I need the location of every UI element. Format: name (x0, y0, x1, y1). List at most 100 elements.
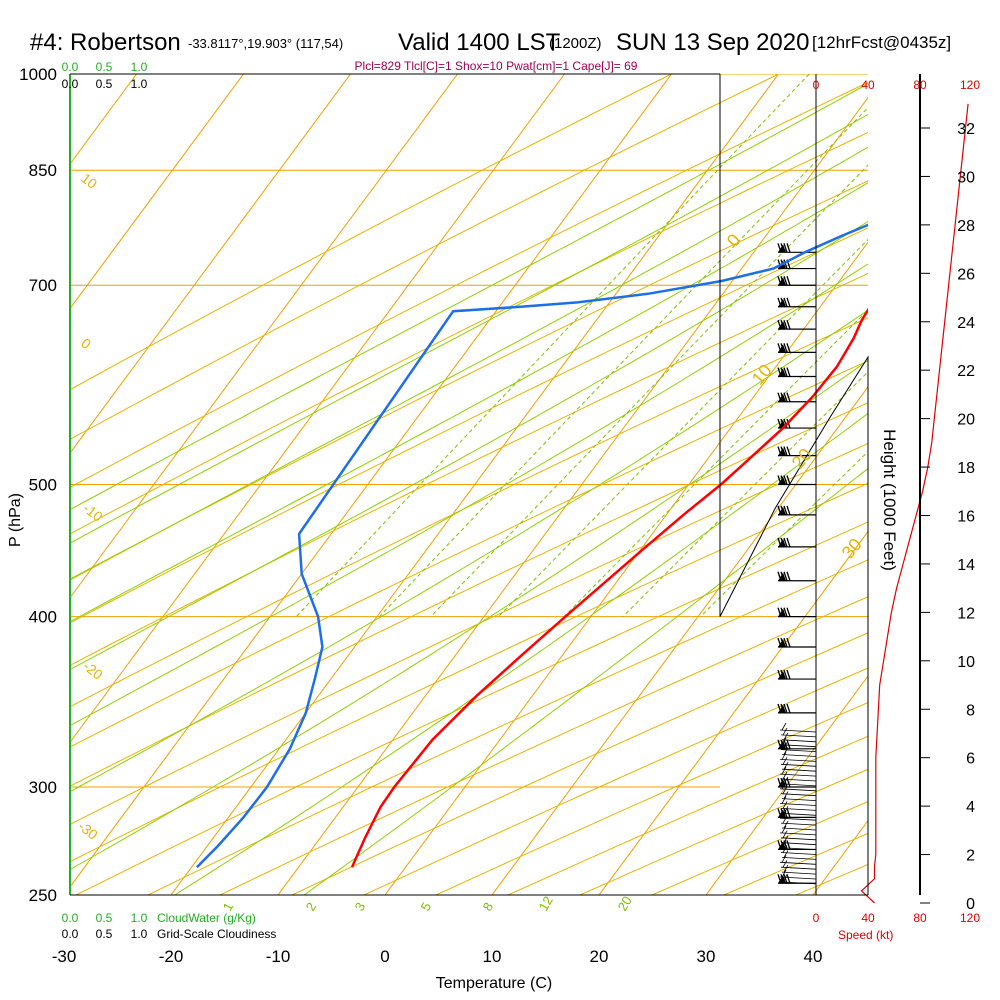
wind-barb (777, 607, 816, 618)
height-tick-label: 14 (957, 557, 975, 574)
barb-pennant (778, 244, 786, 253)
temperature-tick-label: 10 (483, 947, 502, 966)
dry-adiabat-line (218, 596, 868, 895)
barb-feather (783, 808, 788, 818)
mixing-ratio-label: 5 (418, 900, 435, 914)
temperature-tick-label: -20 (159, 947, 184, 966)
height-tick-label: 0 (966, 896, 975, 913)
cloudiness-label: Grid-Scale Cloudiness (157, 927, 276, 941)
low-level-barb-feather (783, 791, 789, 799)
pressure-tick-label: 1000 (19, 65, 57, 84)
dry-adiabat-line (722, 832, 868, 895)
barb-feather (783, 739, 788, 750)
barb-pennant (778, 393, 786, 402)
height-tick-label: 16 (957, 509, 975, 526)
dry-adiabat-line (146, 559, 868, 895)
mixing-ratio-label: 2 (303, 900, 320, 914)
forecast-info: [12hrFcst@0435z] (812, 33, 951, 52)
wind-barb (777, 243, 816, 253)
barb-feather (786, 243, 791, 253)
mixing-ratio-label: 20 (615, 893, 635, 913)
barb-pennant (778, 447, 786, 456)
barb-feather (786, 739, 791, 750)
isotherm-line (812, 819, 868, 895)
wind-barb (777, 571, 816, 582)
dry-adiabat-line (70, 131, 868, 535)
barb-pennant (778, 298, 786, 307)
low-level-barb-feather (783, 776, 789, 785)
dry-adiabat-line (74, 521, 868, 895)
wind-barb (777, 505, 816, 516)
moist-adiabat-line (70, 359, 868, 871)
temperature-profile-line (350, 307, 868, 868)
height-tick-label: 32 (957, 121, 975, 138)
wind-barb (777, 319, 816, 330)
isotherm-line (70, 74, 351, 454)
barb-feather (786, 808, 791, 818)
height-tick-label: 28 (957, 218, 975, 235)
cloudwater-tick-top: 0.0 (62, 60, 79, 74)
cloudwater-tick-bottom: 1.0 (131, 911, 148, 925)
low-level-barb-feather (783, 850, 789, 858)
speed-axis-label: Speed (kt) (838, 928, 893, 942)
low-level-barb-feather (783, 762, 789, 770)
moist-adiabat-line (303, 467, 868, 895)
pressure-tick-label: 300 (29, 778, 57, 797)
background-grid (70, 74, 868, 895)
low-level-barb-feather (782, 815, 788, 824)
barb-pennant (778, 572, 786, 581)
barb-feather (783, 475, 788, 485)
dry-adiabat-line (70, 227, 868, 624)
moist-adiabat-line (70, 83, 868, 511)
dry-adiabat-line (70, 317, 868, 708)
low-level-barb-feather (781, 781, 787, 789)
low-level-barb (780, 881, 817, 885)
height-axis-label: Height (1000 Feet) (880, 429, 899, 571)
moist-adiabat-line (70, 220, 868, 671)
barb-feather (786, 537, 791, 548)
pressure-tick-label: 400 (29, 608, 57, 627)
speed-tick-top: 120 (960, 78, 980, 92)
barb-feather (786, 446, 791, 456)
low-level-barb-feather (781, 855, 787, 863)
barb-feather (786, 607, 791, 617)
low-level-barb-feather (781, 796, 787, 804)
height-tick-label: 22 (957, 363, 975, 380)
moist-adiabat-label: 0 (723, 230, 745, 251)
axes (69, 73, 930, 904)
isotherm-line (70, 74, 458, 599)
wind-barbs (777, 243, 817, 885)
low-level-barb-feather (782, 801, 788, 809)
wind-barb (777, 637, 816, 648)
dry-adiabat-line (70, 81, 868, 489)
temperature-tick-label: 20 (590, 947, 609, 966)
temperature-tick-label: -30 (52, 947, 77, 966)
height-tick-label: 24 (957, 315, 975, 332)
dry-adiabat-line (650, 801, 868, 895)
dry-adiabat-label: 10 (78, 170, 100, 192)
height-tick-label: 12 (957, 605, 975, 622)
mixing-ratio-label: 8 (480, 900, 497, 914)
isotherm-line (705, 675, 868, 895)
speed-tick-top: 40 (861, 78, 875, 92)
barb-feather (783, 537, 788, 548)
low-level-barb-feather (783, 747, 789, 755)
barb-feather (786, 392, 791, 402)
low-level-barb-feather (781, 722, 787, 731)
mixing-ratio-line (622, 371, 868, 618)
barb-pennant (778, 506, 786, 515)
pressure-tick-label: 500 (29, 476, 57, 495)
barb-pennant (778, 608, 786, 617)
height-tick-label: 26 (957, 266, 975, 283)
barb-feather (786, 475, 791, 485)
barb-feather (783, 297, 788, 307)
low-level-barb-feather (783, 806, 789, 814)
low-level-barb-feather (781, 811, 787, 819)
low-level-barb-feather (783, 732, 789, 740)
low-level-barb-feather (783, 835, 789, 843)
barb-feather (786, 505, 791, 516)
barb-pennant (778, 538, 786, 547)
wind-barb (777, 392, 816, 403)
moist-adiabat-line (70, 263, 868, 727)
